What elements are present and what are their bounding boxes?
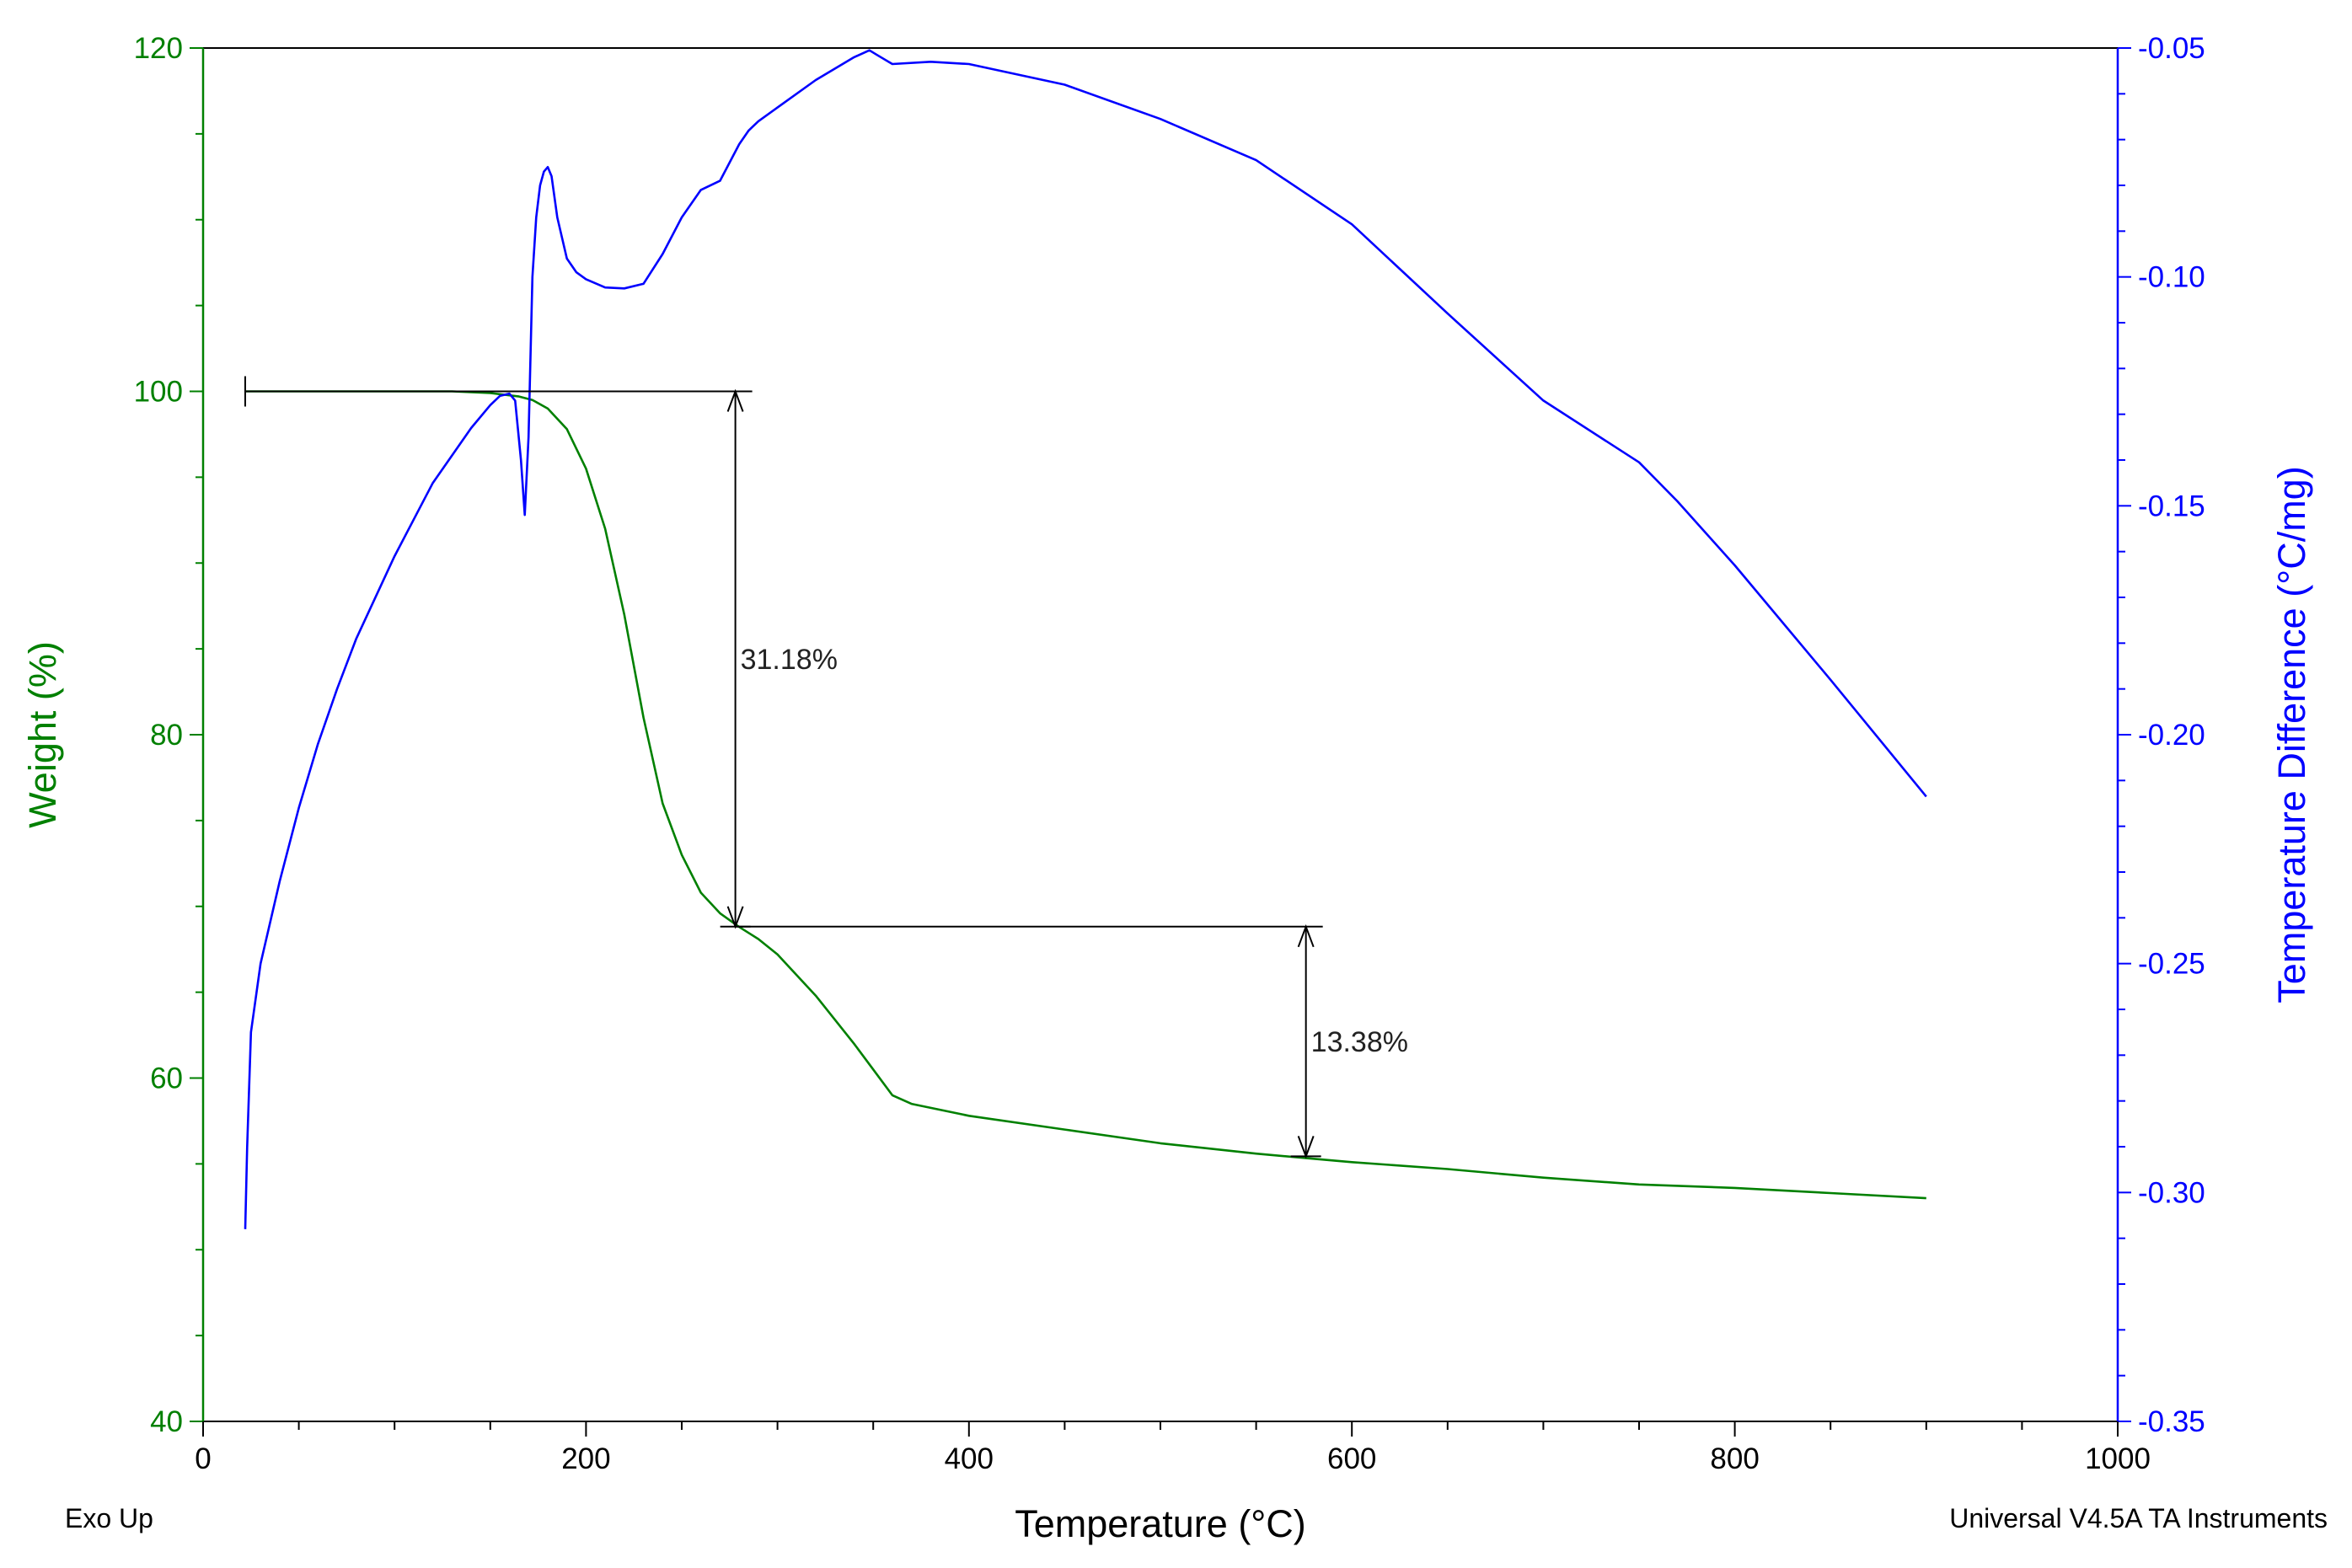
annotation-label: 31.18% xyxy=(741,644,838,676)
weight-curve xyxy=(245,390,1926,1200)
annotation-arrow-up xyxy=(726,388,744,412)
x-tick-label: 1000 xyxy=(2085,1442,2151,1475)
right-tick-label: -0.25 xyxy=(2138,948,2205,981)
left-tick-label: 60 xyxy=(150,1062,183,1095)
left-tick-label: 120 xyxy=(134,32,183,65)
right-tick-label: -0.35 xyxy=(2138,1405,2205,1438)
right-tick-label: -0.10 xyxy=(2138,261,2205,294)
right-y-axis: -0.35 -0.30 -0.25 -0.20 -0.15 -0.10 -0.05 xyxy=(2116,32,2205,1438)
temp-difference-curve xyxy=(244,49,1927,1229)
footer-exo-up: Exo Up xyxy=(65,1503,153,1533)
annotation-arrow-up xyxy=(1297,923,1315,948)
right-tick-label: -0.20 xyxy=(2138,719,2205,752)
left-tick-label: 80 xyxy=(150,719,183,752)
left-y-axis: 40 60 80 100 120 xyxy=(134,32,205,1438)
right-tick-label: -0.05 xyxy=(2138,32,2205,65)
x-tick-label: 0 xyxy=(195,1442,211,1475)
right-y-axis-title: Temperature Difference (°C/mg) xyxy=(2270,466,2313,1003)
right-tick-label: -0.30 xyxy=(2138,1176,2205,1209)
x-tick-label: 800 xyxy=(1710,1442,1759,1475)
left-tick-label: 40 xyxy=(150,1405,183,1438)
left-tick-label: 100 xyxy=(134,376,183,409)
footer-instrument: Universal V4.5A TA Instruments xyxy=(1949,1503,2328,1533)
step-annotations: 31.18% 13.38% xyxy=(244,376,1408,1159)
x-tick-label: 600 xyxy=(1327,1442,1376,1475)
annotation-label: 13.38% xyxy=(1311,1026,1408,1058)
left-y-axis-title: Weight (%) xyxy=(21,641,64,828)
x-tick-label: 200 xyxy=(561,1442,610,1475)
series-layer xyxy=(244,49,1927,1229)
x-axis-title: Temperature (°C) xyxy=(1015,1502,1306,1545)
x-tick-label: 400 xyxy=(945,1442,994,1475)
x-axis: 0 200 400 600 800 1000 xyxy=(195,1421,2151,1475)
right-tick-label: -0.15 xyxy=(2138,490,2205,522)
